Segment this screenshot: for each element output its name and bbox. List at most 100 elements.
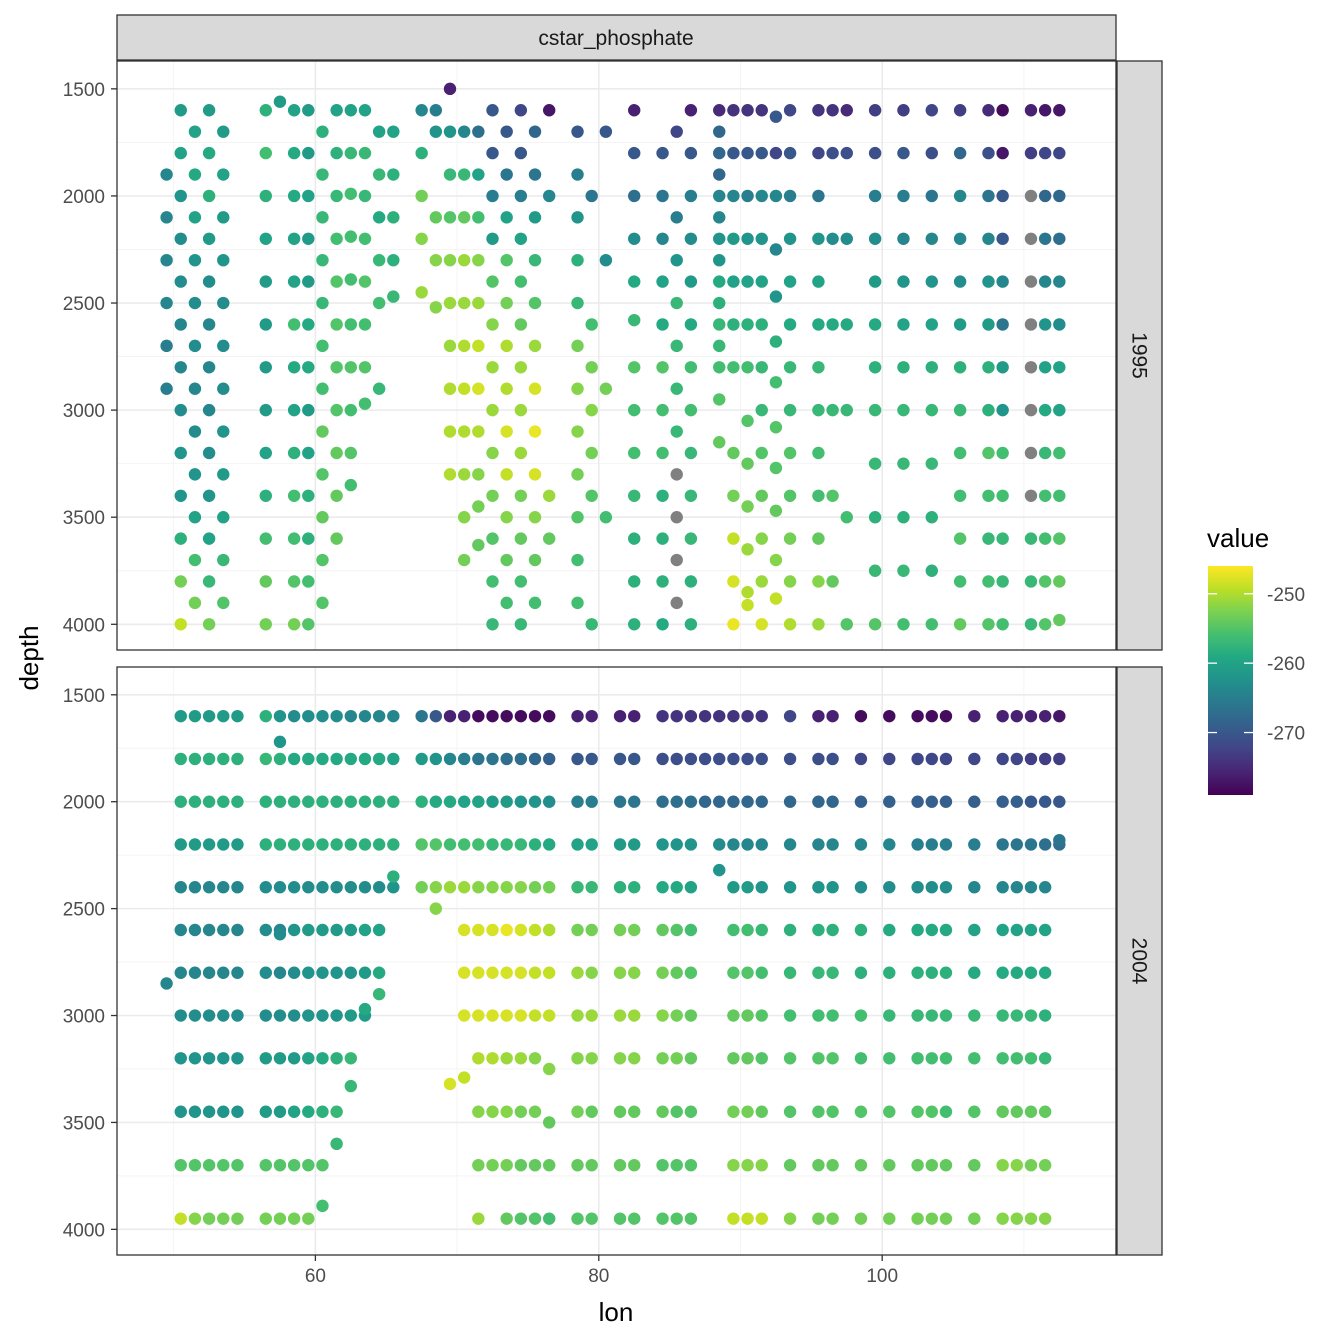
data-point [812,189,825,203]
data-point [996,1105,1009,1118]
data-point [259,189,272,203]
data-point [1024,575,1038,588]
data-point [656,361,669,374]
data-point [457,339,471,353]
data-point [514,881,528,894]
data-point [316,795,329,808]
data-point [217,382,230,395]
data-point [996,361,1009,374]
data-point [302,489,315,502]
data-point [812,232,825,245]
data-point [1024,232,1038,245]
data-point [344,230,358,243]
data-point [1053,795,1066,808]
data-point [939,923,953,937]
data-point [472,1212,485,1225]
data-point [344,478,358,492]
data-point [684,618,698,631]
data-point [883,966,896,979]
data-point [883,1009,896,1022]
data-point [968,966,981,979]
data-point [783,881,797,894]
data-point [755,752,768,766]
y-tick-label: 2000 [63,793,105,814]
data-point [812,275,825,288]
data-point [868,403,882,417]
data-point [897,564,910,577]
data-point [628,709,641,723]
data-point [812,966,825,979]
data-point [514,532,528,545]
data-point [188,1158,202,1172]
data-point [953,446,967,460]
data-point [783,532,797,545]
data-point [741,457,754,470]
data-point [968,752,981,766]
data-point [925,618,938,631]
data-point [1038,403,1052,417]
data-point [316,425,329,438]
data-point [1024,752,1038,766]
data-point [188,795,202,808]
data-point [727,881,740,894]
data-point [713,863,726,877]
data-point [443,296,457,310]
data-point [925,275,938,288]
data-point [996,104,1009,117]
data-point [996,1158,1009,1172]
data-point [755,361,768,374]
data-point [372,253,386,267]
data-point [542,838,556,851]
y-tick-label: 3000 [63,401,105,422]
data-point [953,532,967,545]
data-point [500,468,513,481]
data-point [457,468,471,481]
data-point [571,596,584,610]
data-point [755,575,768,588]
data-point [755,1052,768,1065]
data-point [840,232,853,245]
data-point [1053,146,1066,160]
data-point [330,881,343,894]
data-point [996,275,1009,288]
data-point [217,296,230,310]
data-point [174,1158,187,1172]
data-point [698,795,712,808]
data-point [330,709,343,723]
data-point [826,838,839,851]
data-point [330,1009,343,1022]
data-point [826,1158,839,1172]
data-point [826,752,839,766]
data-point [613,1105,627,1118]
data-point [202,318,216,331]
data-point [188,468,202,481]
data-point [868,318,882,331]
data-point [1024,966,1038,979]
data-point [968,1212,981,1225]
data-point [628,232,641,245]
data-point [826,709,839,723]
data-point [316,511,329,524]
data-point [443,709,457,723]
data-point [656,1009,669,1022]
data-point [571,1052,584,1065]
data-point [528,596,542,610]
data-point [769,504,783,517]
data-point [287,146,301,160]
data-point [769,290,783,303]
data-point [1024,489,1038,502]
data-point [996,446,1009,460]
data-point [528,296,542,310]
data-point [585,318,598,331]
y-tick-label: 2500 [63,900,105,921]
data-point [897,618,910,631]
data-point [670,1212,683,1225]
data-point [925,403,938,417]
data-point [259,1105,272,1118]
data-point [925,1105,938,1118]
data-point [472,966,485,979]
data-point [585,795,598,808]
data-point [953,275,967,288]
data-point [472,1052,485,1065]
